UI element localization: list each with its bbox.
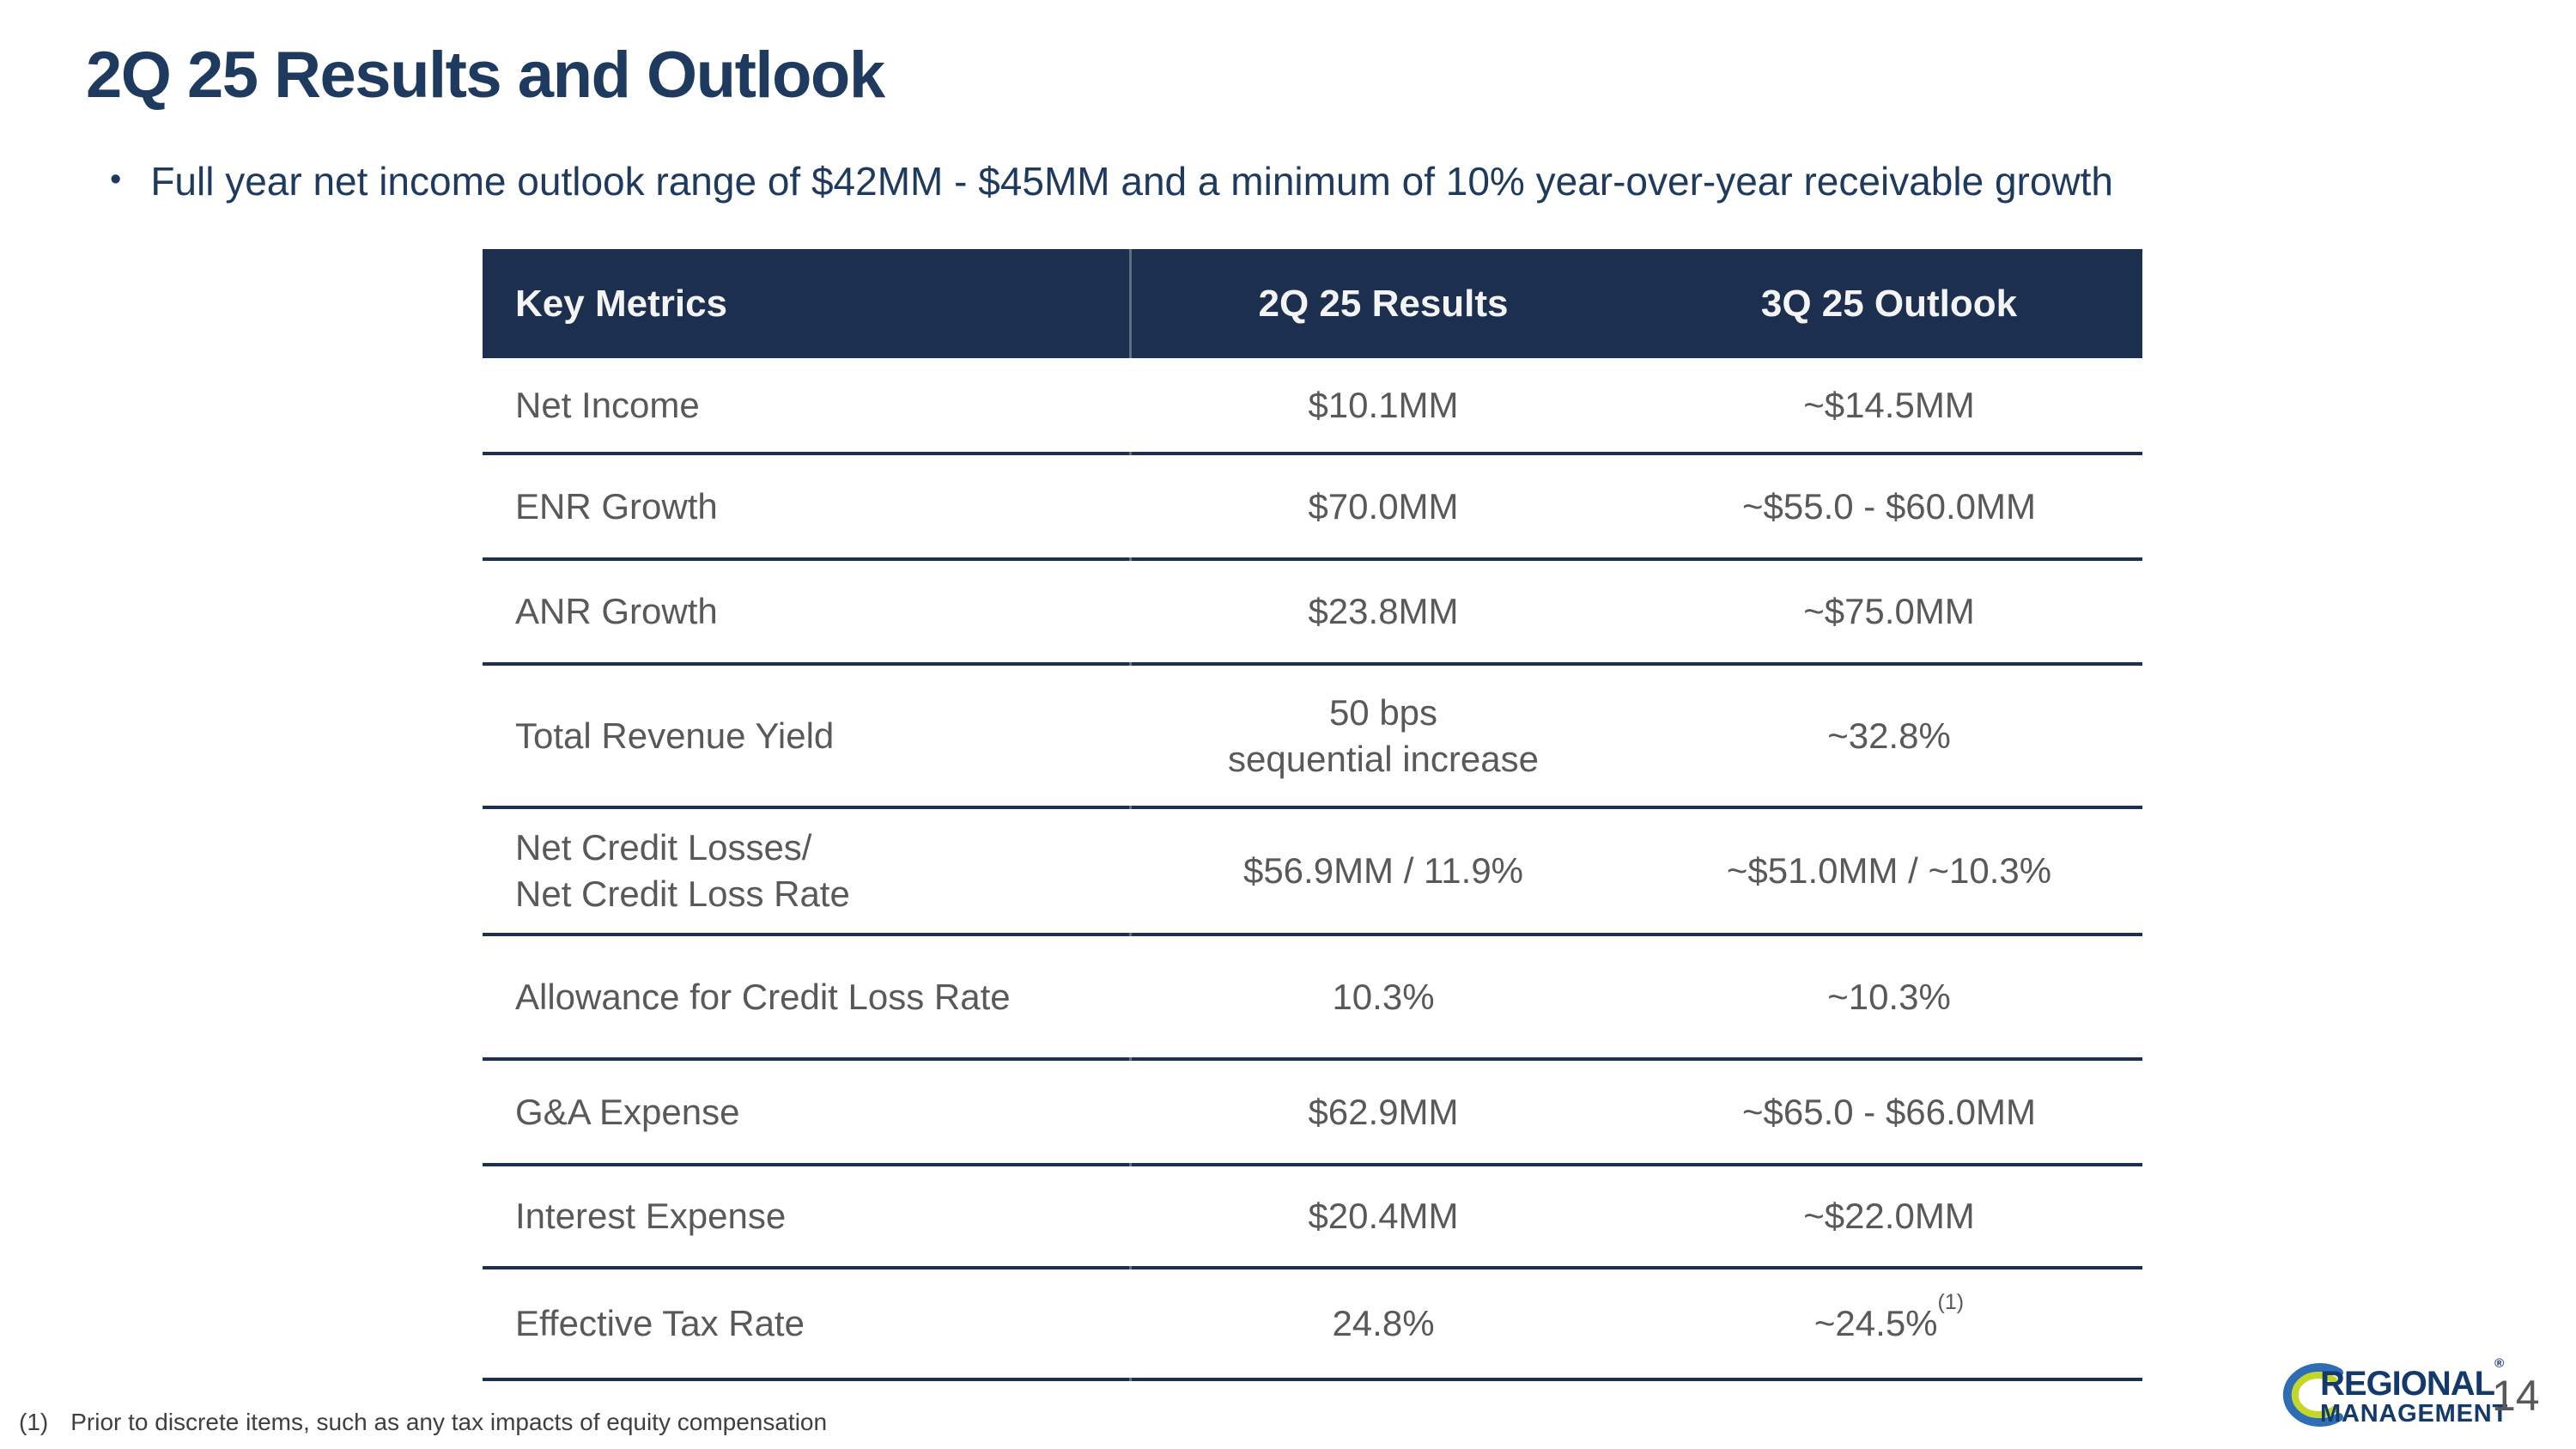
metric-cell: Effective Tax Rate [515, 1303, 805, 1344]
metric-cell: ANR Growth [515, 591, 718, 632]
table-row: Total Revenue Yield 50 bps sequential inc… [483, 666, 2142, 809]
column-header-key-metrics: Key Metrics [515, 282, 728, 325]
bullet-line: • Full year net income outlook range of … [110, 158, 2113, 205]
metric-cell: G&A Expense [515, 1091, 740, 1132]
results-cell: $62.9MM [1308, 1091, 1459, 1132]
logo-line2: MANAGEMENT [2320, 1400, 2509, 1428]
table-row: Effective Tax Rate 24.8% ~24.5%(1) [483, 1269, 2142, 1381]
metric-cell: Net Credit Losses/ Net Credit Loss Rate [515, 827, 850, 914]
outlook-cell: ~$51.0MM / ~10.3% [1726, 850, 2052, 892]
footnote-marker: (1) [19, 1409, 49, 1435]
results-cell: 24.8% [1332, 1303, 1435, 1344]
outlook-cell: ~$65.0 - $66.0MM [1741, 1091, 2037, 1132]
metric-cell: Allowance for Credit Loss Rate [515, 976, 1011, 1017]
outlook-cell: ~32.8% [1827, 715, 1951, 756]
outlook-cell: ~$14.5MM [1803, 384, 1975, 425]
outlook-cell: ~24.5%(1) [1814, 1290, 1965, 1344]
results-cell: $20.4MM [1308, 1196, 1459, 1237]
regional-management-logo: REGIONAL® MANAGEMENT [2281, 1357, 2507, 1433]
results-cell: $56.9MM / 11.9% [1242, 850, 1524, 892]
logo-swoosh-icon [2282, 1363, 2343, 1427]
key-metrics-table: Key Metrics 2Q 25 Results 3Q 25 Outlook … [483, 249, 2142, 1381]
results-cell: 10.3% [1332, 976, 1435, 1017]
column-header-3q25-outlook: 3Q 25 Outlook [1760, 282, 2018, 325]
results-cell: $10.1MM [1308, 384, 1459, 425]
table-row: Interest Expense $20.4MM ~$22.0MM [483, 1166, 2142, 1269]
results-cell: 50 bps sequential increase [1228, 691, 1539, 779]
table-row: ENR Growth $70.0MM ~$55.0 - $60.0MM [483, 455, 2142, 561]
outlook-cell: ~10.3% [1827, 976, 1951, 1017]
metric-cell: Interest Expense [515, 1196, 787, 1237]
table-body: Net Income $10.1MM ~$14.5MM ENR Growth $70.0… [483, 358, 2142, 1381]
outlook-cell: ~$55.0 - $60.0MM [1741, 485, 2037, 527]
logo-line1: REGIONAL® [2320, 1355, 2504, 1403]
metric-cell: Total Revenue Yield [515, 715, 835, 756]
table-row: Net Income $10.1MM ~$14.5MM [483, 358, 2142, 455]
footnote-text: Prior to discrete items, such as any tax… [70, 1409, 828, 1435]
registered-mark: ® [2494, 1355, 2504, 1371]
bullet-marker: • [110, 161, 122, 198]
footnote: (1) Prior to discrete items, such as any… [19, 1409, 827, 1436]
metric-cell: ENR Growth [515, 485, 718, 527]
table-row: ANR Growth $23.8MM ~$75.0MM [483, 561, 2142, 666]
page-number: 14 [2492, 1372, 2540, 1420]
bullet-text: Full year net income outlook range of $4… [150, 159, 2114, 204]
outlook-cell: ~$75.0MM [1803, 591, 1975, 632]
logo-text: REGIONAL® MANAGEMENT [2320, 1355, 2509, 1428]
results-cell: $70.0MM [1308, 485, 1459, 527]
table-row: Net Credit Losses/ Net Credit Loss Rate $… [483, 809, 2142, 936]
table-row: Allowance for Credit Loss Rate 10.3% ~10.3… [483, 936, 2142, 1061]
slide-title: 2Q 25 Results and Outlook [86, 39, 885, 112]
outlook-cell: ~$22.0MM [1803, 1196, 1975, 1237]
results-cell: $23.8MM [1308, 591, 1459, 632]
column-header-2q25-results: 2Q 25 Results [1258, 282, 1509, 325]
table-row: G&A Expense $62.9MM ~$65.0 - $66.0MM [483, 1061, 2142, 1166]
table-header-row: Key Metrics 2Q 25 Results 3Q 25 Outlook [483, 249, 2142, 358]
metric-cell: Net Income [515, 384, 700, 425]
